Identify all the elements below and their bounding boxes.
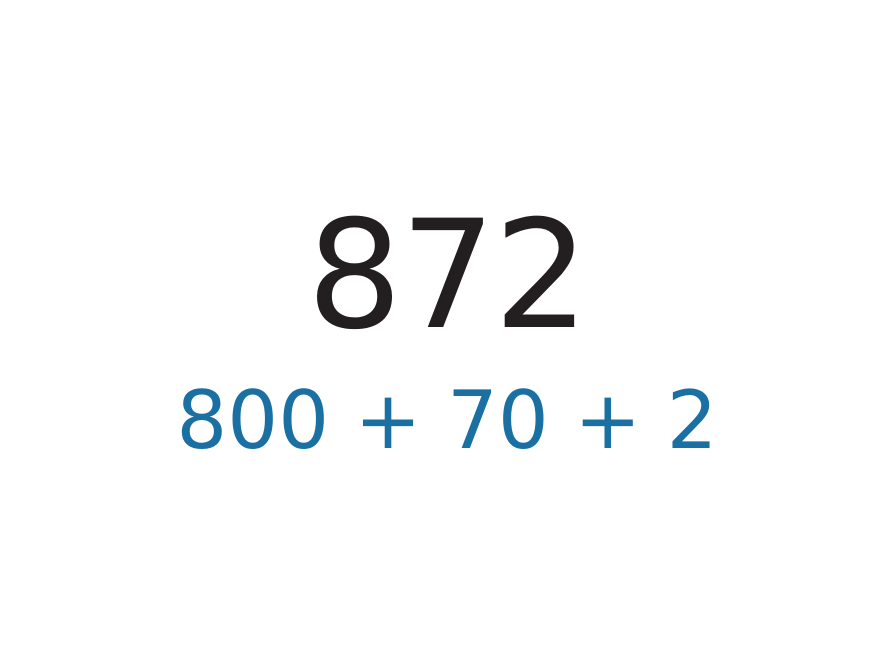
expanded-form: 800 + 70 + 2 xyxy=(176,374,718,467)
number-display: 872 xyxy=(306,189,589,363)
